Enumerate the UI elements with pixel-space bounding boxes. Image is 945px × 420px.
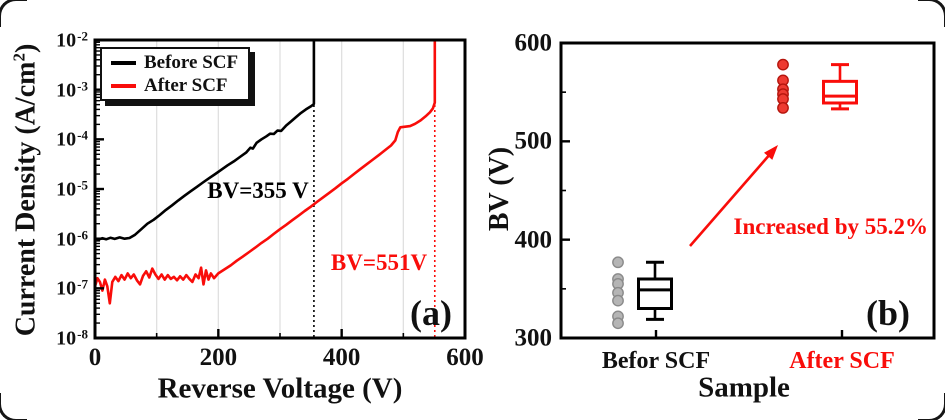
tick-label: 10-6	[56, 227, 88, 251]
tick-label: 200	[199, 344, 238, 371]
annotation-bv-before: BV=355 V	[207, 178, 309, 203]
annotation-bv-after: BV=551V	[330, 250, 428, 275]
y-title-text: Current Density (A/cm	[10, 61, 42, 337]
legend-label-before-scf: Before SCF	[144, 52, 239, 73]
tick-label: 10-2	[56, 28, 88, 52]
panel-a-label: (a)	[410, 293, 452, 333]
tick-label: 600	[446, 344, 484, 371]
legend-row-before-scf: Before SCF	[102, 53, 248, 72]
tick-label: 10-3	[56, 78, 88, 102]
tick-label: 10-7	[56, 276, 88, 300]
legend-line-red	[111, 83, 136, 88]
tick-label: 300	[514, 324, 553, 352]
y-title-superscript: 2	[9, 53, 29, 62]
panel-a-x-axis-title: Reverse Voltage (V)	[157, 372, 403, 405]
category-label-after-scf: After SCF	[789, 348, 895, 374]
panel-a-y-axis-title: Current Density (A/cm2)	[9, 44, 42, 337]
panel-b-x-axis-title: Sample	[698, 371, 790, 404]
y-title-suffix: )	[10, 43, 42, 54]
tick-label: 10-4	[56, 127, 88, 151]
tick-label: 0	[88, 344, 102, 371]
annotation-increase: Increased by 55.2%	[733, 214, 928, 239]
panel-b-label: (b)	[866, 293, 910, 333]
tick-label: 400	[514, 226, 553, 254]
panel-b-y-axis-title: BV (V)	[484, 146, 515, 232]
panel-a-legend: Before SCF After SCF	[100, 47, 250, 101]
tick-label: 600	[514, 29, 553, 57]
category-label-befor-scf: Befor SCF	[601, 348, 711, 374]
tick-label: 400	[322, 344, 361, 371]
legend-row-after-scf: After SCF	[102, 76, 248, 95]
tick-label: 10-8	[56, 326, 88, 350]
legend-label-after-scf: After SCF	[144, 75, 228, 96]
tick-label: 500	[514, 127, 553, 155]
tick-label: 10-5	[56, 177, 88, 201]
legend-line-black	[111, 60, 136, 65]
